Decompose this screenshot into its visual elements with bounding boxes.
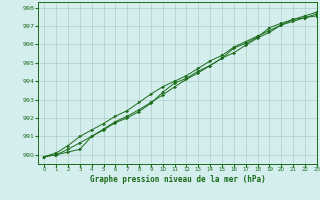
- X-axis label: Graphe pression niveau de la mer (hPa): Graphe pression niveau de la mer (hPa): [90, 175, 266, 184]
